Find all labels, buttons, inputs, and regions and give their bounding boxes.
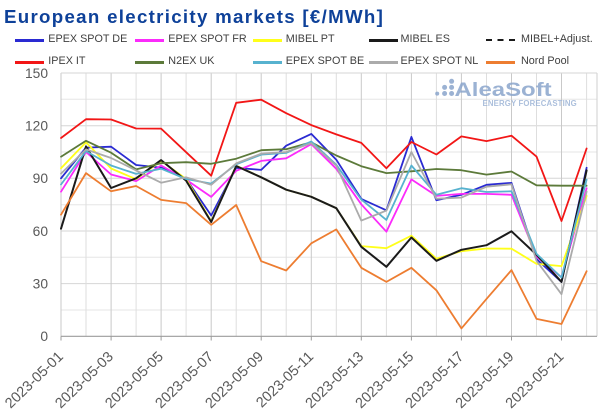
svg-text:60: 60: [33, 224, 49, 239]
svg-text:ENERGY FORECASTING: ENERGY FORECASTING: [483, 99, 577, 108]
svg-text:90: 90: [33, 171, 49, 186]
svg-text:150: 150: [25, 66, 48, 81]
svg-text:AleaSoft: AleaSoft: [455, 78, 553, 101]
svg-text:120: 120: [25, 119, 48, 134]
svg-text:0: 0: [40, 329, 48, 344]
svg-text:30: 30: [33, 276, 49, 291]
